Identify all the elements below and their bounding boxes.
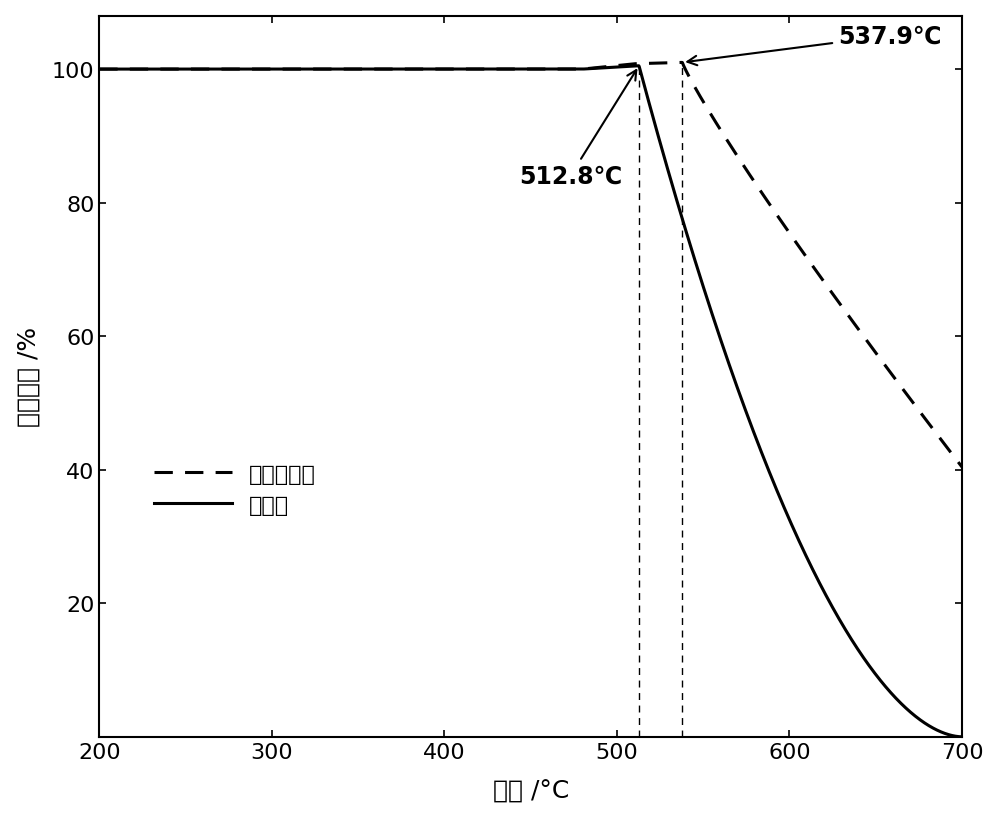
Text: 537.9℃: 537.9℃ bbox=[687, 25, 941, 66]
Legend: 对比实施例, 实施例: 对比实施例, 实施例 bbox=[145, 455, 325, 524]
实施例 bbox=[633, 61, 645, 71]
Line: 对比实施例: 对比实施例 bbox=[99, 63, 962, 468]
Line: 实施例: 实施例 bbox=[99, 66, 962, 737]
实施例 bbox=[956, 732, 968, 742]
对比实施例 bbox=[676, 58, 688, 68]
X-axis label: 温度 /°C: 温度 /°C bbox=[493, 778, 569, 803]
Text: 512.8℃: 512.8℃ bbox=[519, 71, 636, 188]
对比实施例 bbox=[956, 463, 968, 473]
对比实施例 bbox=[137, 65, 149, 75]
实施例 bbox=[93, 65, 105, 75]
对比实施例 bbox=[513, 65, 525, 75]
Y-axis label: 重量损失 /%: 重量损失 /% bbox=[17, 327, 41, 427]
对比实施例 bbox=[93, 65, 105, 75]
实施例 bbox=[490, 65, 502, 75]
对比实施例 bbox=[931, 430, 943, 440]
对比实施例 bbox=[773, 214, 785, 224]
对比实施例 bbox=[490, 65, 502, 75]
实施例 bbox=[931, 726, 943, 735]
实施例 bbox=[931, 726, 943, 735]
实施例 bbox=[137, 65, 149, 75]
对比实施例 bbox=[931, 431, 943, 441]
实施例 bbox=[773, 491, 785, 500]
实施例 bbox=[513, 65, 525, 75]
